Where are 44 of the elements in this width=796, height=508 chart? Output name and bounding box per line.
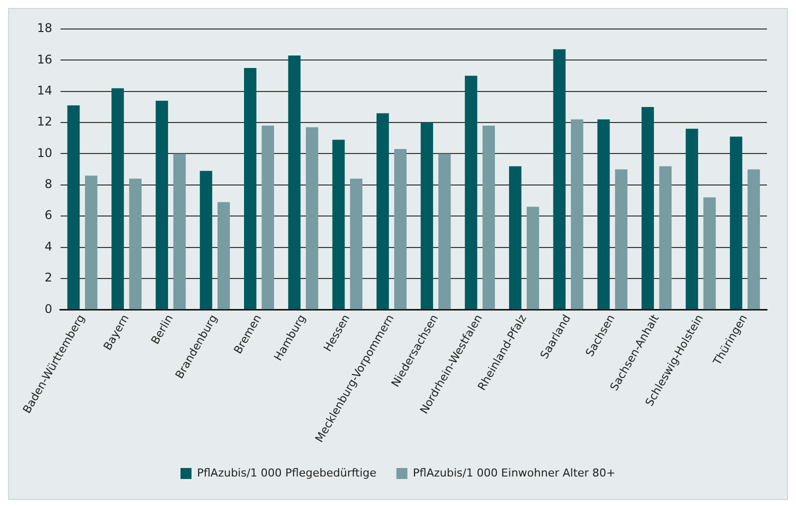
y-tick-label: 0 [44,302,52,316]
bar [244,68,256,310]
bar [129,178,142,310]
bar [156,100,168,310]
bar [482,126,495,310]
bar [570,119,584,310]
bar [218,202,230,310]
bar [112,88,124,310]
bar [748,169,760,310]
bar [200,170,212,310]
y-tick-label: 2 [44,270,52,285]
y-tick-label: 18 [36,21,52,36]
legend-label: PflAzubis/1 000 Einwohner Alter 80+ [412,466,616,480]
y-tick-label: 4 [44,239,52,254]
bar [615,169,628,310]
bar [394,149,407,310]
y-tick-label: 12 [36,114,52,129]
y-tick-label: 8 [44,177,52,192]
bar [464,76,478,310]
bar [686,128,698,310]
bar [332,140,345,310]
bar [509,166,522,310]
bar [730,136,742,310]
bar [526,206,540,310]
bar [420,122,434,310]
y-tick-label: 14 [36,83,52,98]
bar [288,56,301,310]
bar [173,154,186,310]
bar [642,106,654,310]
bar [376,113,389,310]
bar [438,154,451,310]
bar [306,127,318,310]
y-tick-label: 6 [44,208,52,222]
y-tick-label: 10 [36,146,52,160]
legend-label: PflAzubis/1 000 Pflegebedürftige [196,466,377,480]
bar [553,49,566,310]
bar [350,178,362,310]
bar [67,105,80,310]
bar [85,176,98,310]
bar [262,126,274,310]
bar [659,166,672,310]
bar [703,197,716,310]
bar [597,119,610,310]
y-tick-label: 16 [36,52,52,66]
